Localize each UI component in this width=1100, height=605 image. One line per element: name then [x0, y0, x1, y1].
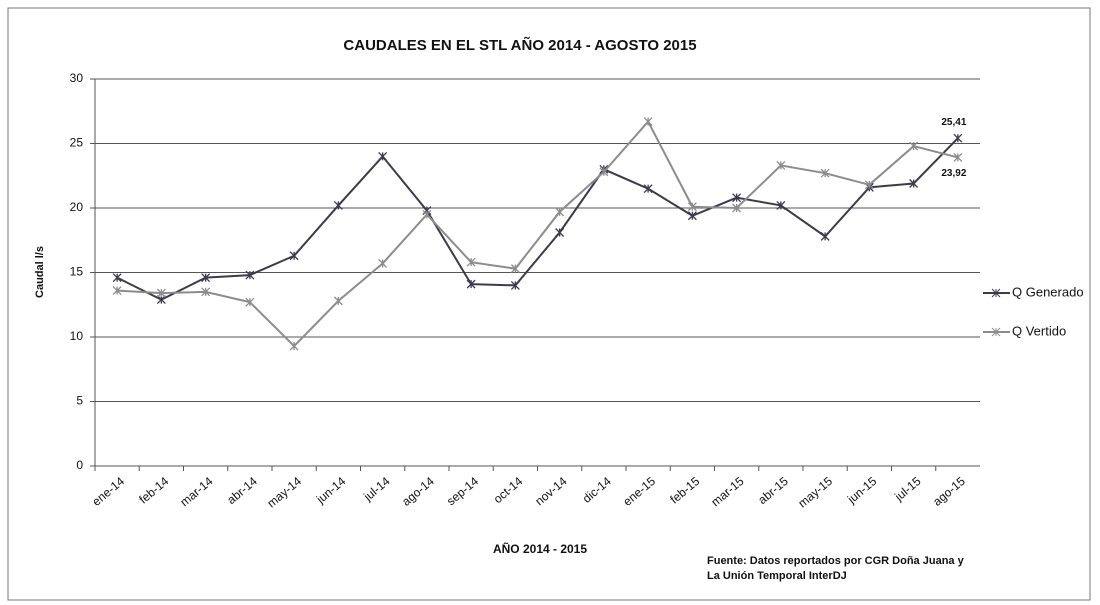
point-marker [864, 180, 874, 190]
point-marker [112, 273, 122, 283]
legend-label: Q Vertido [1012, 323, 1066, 338]
y-axis-label: Caudal l/s [34, 246, 46, 298]
source-note: Fuente: Datos reportados por CGR Doña Ju… [707, 555, 965, 567]
point-marker [378, 151, 388, 161]
point-marker [555, 228, 565, 237]
point-marker [776, 160, 786, 170]
x-tick-label: nov-14 [532, 474, 569, 509]
x-tick-label: ago-14 [399, 474, 437, 509]
data-label: 25,41 [941, 117, 966, 128]
x-tick-label: abr-14 [224, 474, 260, 507]
x-tick-label: oct-14 [491, 474, 526, 506]
series-line [116, 137, 959, 301]
point-marker [687, 211, 697, 221]
point-marker [378, 259, 388, 268]
x-tick-label: dic-14 [580, 474, 614, 506]
legend-marker [991, 327, 1001, 337]
x-tick-label: may-15 [795, 474, 835, 511]
point-marker [687, 202, 697, 212]
point-marker [333, 200, 343, 210]
legend-marker [991, 288, 1001, 298]
point-marker [599, 167, 609, 177]
point-marker [820, 231, 830, 241]
point-marker [510, 264, 520, 274]
point-marker [555, 207, 565, 217]
legend-label: Q Generado [1012, 284, 1084, 299]
point-marker [245, 270, 255, 280]
x-tick-label: jun-14 [313, 474, 349, 507]
point-marker [333, 296, 343, 306]
y-tick-label: 10 [70, 329, 84, 343]
point-marker [289, 341, 299, 351]
x-tick-label: sep-14 [444, 474, 481, 509]
point-marker [510, 280, 520, 290]
chart-frame [7, 7, 1091, 601]
point-marker [156, 288, 166, 298]
source-note: La Unión Temporal InterDJ [707, 570, 847, 582]
x-tick-label: feb-14 [136, 474, 171, 507]
y-tick-label: 15 [70, 265, 84, 279]
chart-title: CAUDALES EN EL STL AÑO 2014 - AGOSTO 201… [343, 36, 696, 54]
point-marker [466, 257, 476, 267]
x-tick-label: ene-15 [620, 474, 658, 509]
point-marker [643, 184, 653, 194]
point-marker [953, 152, 963, 162]
y-tick-label: 20 [70, 200, 84, 214]
point-marker [466, 279, 476, 289]
point-marker [289, 251, 299, 261]
point-marker [909, 179, 919, 188]
point-marker [820, 168, 830, 178]
x-tick-label: ago-15 [930, 474, 968, 509]
point-marker [201, 287, 211, 297]
y-tick-label: 25 [70, 136, 84, 150]
series-line [117, 119, 959, 348]
y-tick-label: 5 [76, 394, 83, 408]
point-marker [643, 117, 653, 127]
x-tick-label: may-14 [264, 474, 304, 511]
point-marker [732, 193, 742, 203]
x-tick-label: feb-15 [667, 474, 702, 507]
data-label: 23,92 [941, 168, 966, 179]
point-marker [201, 273, 211, 283]
y-tick-label: 30 [70, 71, 84, 85]
point-marker [776, 200, 786, 210]
x-axis-label: AÑO 2014 - 2015 [493, 541, 587, 556]
point-marker [953, 133, 963, 143]
point-marker [732, 203, 742, 213]
x-tick-label: mar-15 [708, 474, 746, 509]
x-tick-label: jul-15 [891, 474, 923, 504]
x-tick-label: mar-14 [177, 474, 215, 509]
x-tick-label: abr-15 [755, 474, 791, 507]
x-tick-label: ene-14 [89, 474, 127, 509]
point-marker [112, 286, 122, 296]
point-marker [422, 209, 432, 219]
x-tick-label: jun-15 [844, 474, 880, 507]
point-marker [245, 297, 255, 307]
y-tick-label: 0 [76, 458, 83, 472]
point-marker [909, 141, 919, 151]
x-tick-label: jul-14 [360, 474, 392, 504]
